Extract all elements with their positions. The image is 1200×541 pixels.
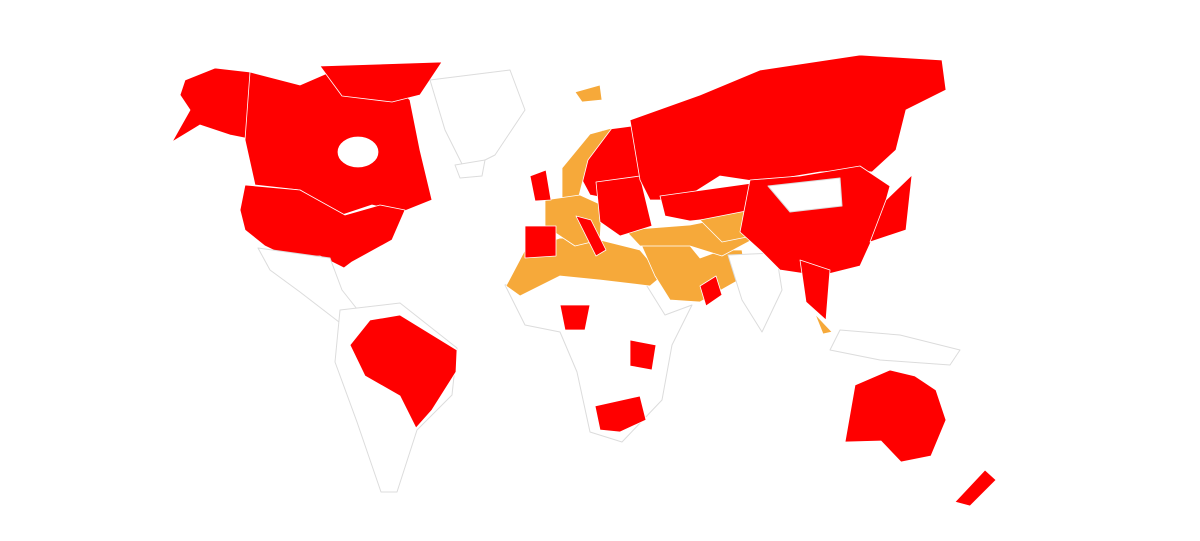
- region-svalbard: [574, 84, 603, 103]
- region-oman: [699, 275, 723, 307]
- region-japan: [869, 174, 913, 243]
- region-south-africa: [594, 395, 647, 433]
- region-greenland: [429, 69, 526, 171]
- region-spain: [524, 225, 557, 259]
- region-mongolia: [767, 177, 843, 213]
- region-australia: [844, 369, 947, 463]
- hudson-bay: [337, 136, 379, 168]
- region-malaysia: [814, 313, 833, 335]
- region-brazil: [349, 314, 458, 429]
- region-india: [727, 252, 783, 333]
- region-usa: [239, 184, 406, 269]
- region-uk: [529, 169, 552, 202]
- region-iceland: [454, 159, 486, 179]
- region-alaska: [171, 67, 256, 143]
- region-new-zealand: [954, 469, 997, 507]
- region-italy: [575, 215, 607, 257]
- region-canada-arctic: [319, 61, 443, 103]
- region-southeast-asia: [799, 259, 831, 321]
- region-nigeria: [559, 304, 591, 331]
- region-indonesia: [829, 329, 961, 366]
- region-tanzania: [629, 339, 657, 371]
- region-eastern-europe: [595, 175, 653, 237]
